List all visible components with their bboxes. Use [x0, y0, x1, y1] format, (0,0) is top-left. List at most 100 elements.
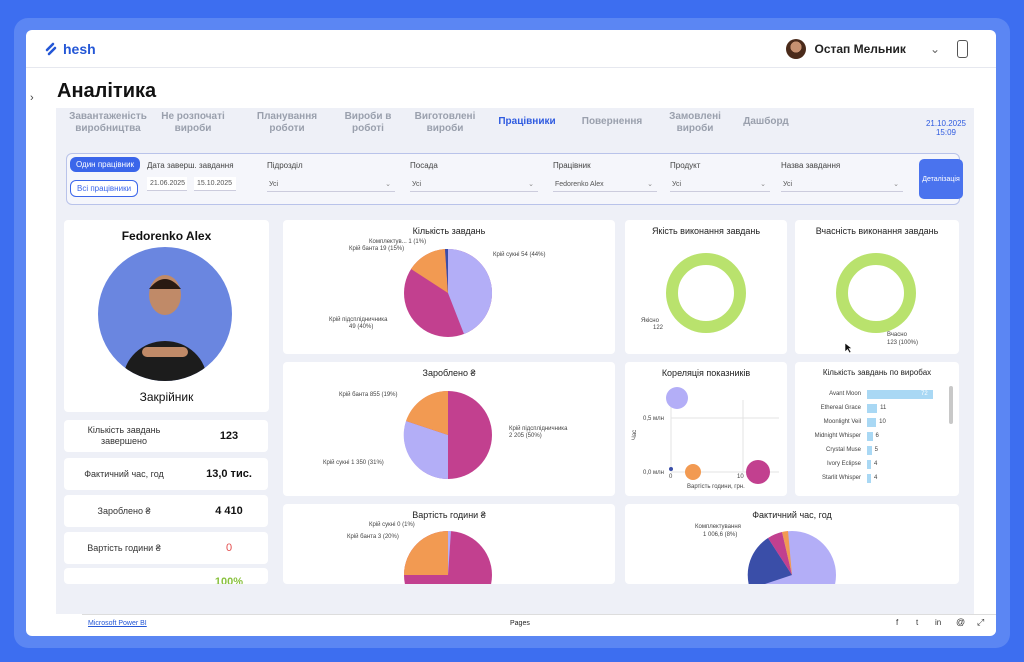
- chevron-down-icon: ⌄: [893, 181, 899, 188]
- bar-row: Starlit Whisper 4: [795, 472, 945, 486]
- quality-card: Якість виконання завдань Якісно 122: [625, 220, 787, 354]
- products-bar-chart[interactable]: Avant Moon 72 Ethereal Grace 11 Moonlight Ve…: [795, 388, 945, 488]
- date-to-input[interactable]: 15.10.2025: [194, 177, 236, 191]
- bar-category-label: Avant Moon: [829, 391, 861, 397]
- data-label: Крій банта 855 (19%): [339, 392, 398, 398]
- data-label: Крій банта 19 (15%): [349, 246, 405, 252]
- bar[interactable]: [867, 474, 871, 483]
- data-label: 1 006,6 (8%): [703, 532, 738, 538]
- bar-row: Crystal Muse 5: [795, 444, 945, 458]
- tab-in-progress[interactable]: Вироби в роботі: [344, 111, 392, 134]
- correlation-scatter-chart[interactable]: [625, 380, 787, 496]
- dept-dropdown[interactable]: Усі ⌄: [267, 177, 395, 192]
- hourcost-pie-chart[interactable]: [403, 530, 493, 584]
- quality-donut-chart[interactable]: [665, 252, 747, 334]
- bar-value-label: 4: [874, 475, 878, 481]
- tab-dashboard[interactable]: Дашборд: [743, 116, 789, 127]
- brand-logo[interactable]: hesh: [44, 41, 96, 57]
- bar-category-label: Crystal Muse: [825, 447, 861, 453]
- one-worker-button[interactable]: Один працівник: [70, 157, 141, 172]
- product-dropdown[interactable]: Усі ⌄: [670, 177, 770, 192]
- bar-row: Avant Moon 72: [795, 388, 945, 402]
- bar[interactable]: [867, 432, 873, 441]
- kpi-percent: 100%: [64, 568, 268, 584]
- scrollbar[interactable]: [949, 386, 953, 424]
- worker-label: Працівник: [553, 161, 591, 170]
- bar-value-label: 10: [879, 419, 886, 425]
- bar-row: Midnight Whisper 6: [795, 430, 945, 444]
- pie-slice-bow: [411, 249, 448, 293]
- bar[interactable]: [867, 404, 878, 413]
- position-dropdown[interactable]: Усі ⌄: [410, 177, 538, 192]
- data-label: Крій підсплідничника: [509, 426, 568, 432]
- chart-title: Фактичний час, год: [752, 510, 832, 520]
- pages-button[interactable]: Pages: [510, 620, 530, 627]
- powerbi-link[interactable]: Microsoft Power BI: [88, 620, 147, 627]
- correlation-card: Кореляція показників 0,5 млн 0,0 млн Час…: [625, 362, 787, 496]
- tab-ordered[interactable]: Замовлені вироби: [669, 111, 721, 134]
- tab-returns[interactable]: Повернення: [581, 116, 643, 127]
- powerbi-report: Завантаженість виробництва Не розпочаті …: [56, 108, 974, 614]
- tab-workers[interactable]: Працівники: [498, 116, 556, 127]
- chevron-down-icon: ⌄: [385, 181, 391, 188]
- x-tick-label: 10: [737, 474, 744, 480]
- fullscreen-icon[interactable]: ⤢: [977, 617, 985, 627]
- ontime-donut-chart[interactable]: [835, 252, 917, 334]
- y-tick-label: 0,0 млн: [643, 470, 664, 476]
- scatter-point: [685, 464, 701, 480]
- facebook-icon[interactable]: f: [896, 618, 899, 627]
- dept-label: Підрозділ: [267, 161, 303, 170]
- tasks-pie-chart[interactable]: [403, 248, 493, 338]
- profile-role: Закрійник: [139, 390, 194, 404]
- powerbi-footer: Microsoft Power BI Pages f t in @ ⤢: [82, 614, 996, 634]
- chart-title: Зароблено ₴: [422, 368, 476, 378]
- sidebar-expand-icon[interactable]: ›: [30, 92, 34, 104]
- brand-name: hesh: [63, 41, 96, 57]
- kpi-hour-cost: Вартість години ₴ 0: [64, 532, 268, 564]
- phone-icon[interactable]: [957, 40, 968, 58]
- tab-not-started[interactable]: Не розпочаті вироби: [161, 111, 225, 134]
- bar-category-label: Moonlight Veil: [823, 419, 861, 425]
- task-dropdown[interactable]: Усі ⌄: [781, 177, 903, 192]
- data-label: 49 (40%): [349, 324, 374, 330]
- worker-dropdown[interactable]: Fedorenko Alex ⌄: [553, 177, 657, 192]
- tab-finished[interactable]: Виготовлені вироби: [414, 111, 476, 134]
- profile-card: Fedorenko Alex Закрійник: [64, 220, 269, 412]
- bar-category-label: Starlit Whisper: [821, 475, 861, 481]
- bar[interactable]: [867, 446, 872, 455]
- date-from-input[interactable]: 21.06.2025: [147, 177, 187, 191]
- data-label: Комплектув... 1 (1%): [369, 239, 427, 245]
- y-axis-label: Час: [632, 429, 639, 441]
- pie-slice-kit: [445, 248, 448, 293]
- share-icon[interactable]: @: [956, 617, 966, 627]
- bar-value-label: 5: [874, 447, 878, 453]
- chart-title: Кількість завдань: [412, 226, 486, 236]
- report-timestamp: 21.10.2025 15:09: [925, 119, 966, 137]
- twitter-icon[interactable]: t: [916, 618, 919, 627]
- mouse-cursor-icon: [844, 342, 853, 354]
- bar[interactable]: [867, 418, 877, 427]
- data-label: Крій сукні 54 (44%): [493, 252, 546, 258]
- earned-pie-chart[interactable]: [403, 390, 493, 480]
- detail-button[interactable]: Деталізація: [919, 159, 963, 199]
- bar-category-label: Midnight Whisper: [814, 433, 861, 439]
- data-label: Вчасно: [887, 332, 907, 338]
- data-label: Крій підсплідничника: [329, 317, 388, 323]
- chart-title: Кореляція показників: [661, 368, 751, 378]
- bar-value-label: 72: [921, 391, 928, 397]
- tasks-count-card: Кількість завдань Комплектув... 1 (1%) К…: [283, 220, 615, 354]
- actual-hours-card: Фактичний час, год Комплектування 1 006,…: [625, 504, 959, 584]
- tab-planning[interactable]: Планування роботи: [256, 111, 318, 134]
- bar[interactable]: [867, 460, 871, 469]
- tab-workload[interactable]: Завантаженість виробництва: [69, 111, 147, 134]
- app-window: hesh Остап Мельник ⌄ › Аналітика Заванта…: [26, 30, 996, 636]
- all-workers-button[interactable]: Всі працівники: [70, 180, 139, 197]
- y-tick-label: 0,5 млн: [643, 416, 664, 422]
- linkedin-icon[interactable]: in: [935, 618, 942, 627]
- bar[interactable]: [867, 390, 933, 399]
- fact-pie-chart[interactable]: [747, 530, 837, 584]
- kpi-actual-hours: Фактичний час, год 13,0 тис.: [64, 458, 268, 490]
- user-menu[interactable]: Остап Мельник ⌄: [786, 39, 940, 59]
- data-label: 122: [653, 325, 664, 331]
- data-label: 123 (100%): [887, 340, 919, 346]
